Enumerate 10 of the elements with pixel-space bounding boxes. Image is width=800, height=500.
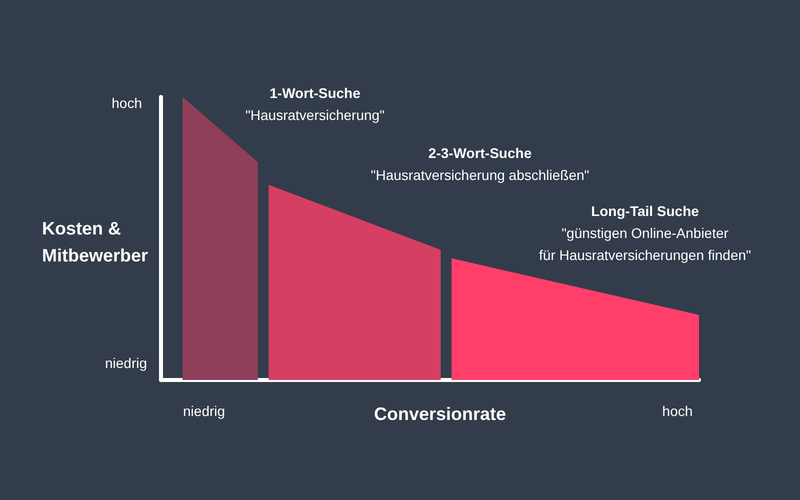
- annotation: 2-3-Wort-Suche: [428, 145, 532, 161]
- annotation: Long-Tail Suche: [591, 203, 700, 219]
- x-axis-title: Conversionrate: [374, 404, 506, 424]
- annotation: "günstigen Online-Anbieter für Hausratversicherungen finden": [539, 225, 752, 263]
- annotation: "Hausratversicherung": [245, 107, 385, 123]
- annotation: "Hausratversicherung abschließen": [370, 167, 590, 183]
- annotation: 1-Wort-Suche: [270, 85, 361, 101]
- text: hoch: [112, 95, 142, 111]
- text: niedrig: [104, 355, 147, 371]
- y-axis-title: Kosten & Mitbewerber: [42, 218, 148, 266]
